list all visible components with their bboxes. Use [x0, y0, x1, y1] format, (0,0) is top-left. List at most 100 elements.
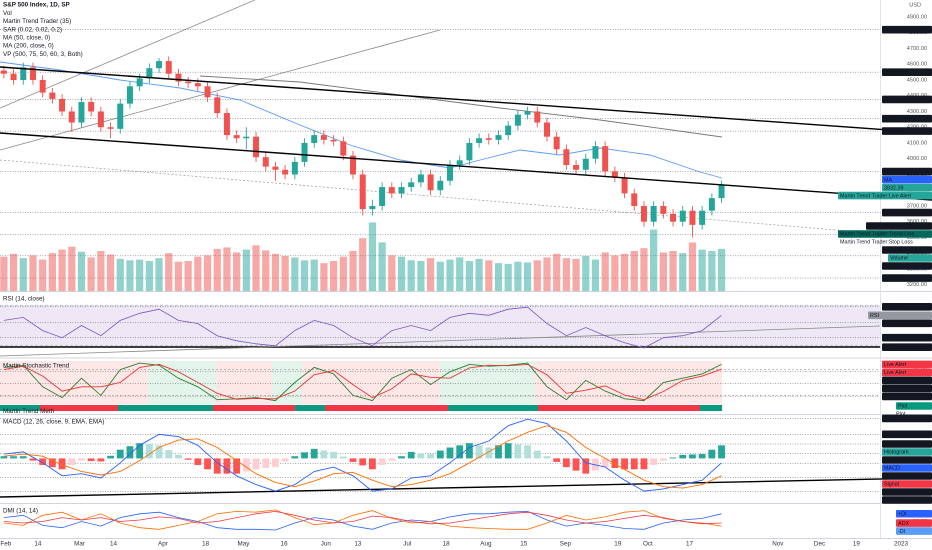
histogram-bar [262, 458, 270, 468]
axis-tag-box [882, 376, 932, 385]
histogram-bar [650, 458, 658, 465]
volume-bar [233, 252, 241, 291]
candle-body [534, 111, 541, 123]
drawing-line [0, 29, 441, 151]
volume-bar [533, 260, 541, 291]
volume-bar [184, 261, 192, 291]
volume-bar [582, 256, 590, 291]
volume-bar [271, 253, 280, 291]
candle-body [670, 213, 677, 222]
candle-body [602, 146, 609, 172]
candle-body [456, 160, 463, 166]
volume-bar [688, 242, 697, 291]
volume-bar [417, 261, 425, 291]
time-tick-label: Nov [772, 541, 784, 548]
volume-bar [514, 261, 522, 291]
price-tick-label: 4600.00 [907, 62, 927, 68]
candle-body [272, 166, 279, 170]
candle-body [650, 205, 657, 222]
axis-tag-label: 4376.59 [884, 97, 904, 103]
candle-body [117, 103, 124, 129]
axis-tag-label: 3516.91 [884, 248, 904, 254]
candle-body [350, 155, 357, 175]
volume-bar [669, 251, 677, 291]
axis-tag-box [896, 527, 932, 535]
histogram-bar [456, 445, 464, 459]
candle-body [340, 141, 347, 156]
volume-bar [291, 257, 299, 291]
axis-tag-label: 18.32 [884, 394, 898, 400]
histogram-bar [48, 458, 56, 468]
axis-tag-box [896, 519, 932, 527]
axis-tag-box [882, 430, 932, 439]
axis-tag-label: Martin Trend Trader:Trend Line [840, 232, 914, 238]
candle-body [214, 97, 221, 114]
candle-body [223, 113, 230, 136]
histogram-bar [223, 458, 231, 474]
histogram-bar [446, 447, 454, 459]
candle-body [379, 187, 386, 206]
histogram-bar [39, 458, 47, 465]
candle-body [640, 205, 647, 222]
marks-layer [0, 56, 932, 531]
histogram-bar [310, 448, 318, 459]
candle-body [156, 61, 163, 69]
histogram-bar [475, 445, 483, 459]
time-tick-label: Jun [321, 541, 332, 548]
axis-tag-label: Martin Trend Trader:Stop Loss [840, 240, 913, 246]
volume-bar [650, 229, 658, 291]
axis-tag-label: 10.73 [884, 458, 898, 464]
volume-bar [165, 253, 173, 291]
pane-title: Martin Stochastic Trend [3, 363, 70, 370]
histogram-bar [630, 458, 638, 470]
volume-bar [407, 260, 415, 291]
axis-tag-label: 4819.65 [884, 27, 904, 33]
legend-entry: Martin Trend Trader (35) [3, 18, 71, 25]
axis-tag-label: 3918.47 [884, 169, 904, 175]
axis-tag-label: 4254.45 [884, 116, 904, 122]
candle-body [398, 187, 405, 194]
drawing-line [0, 159, 932, 239]
axis-tag-box [868, 311, 932, 320]
histogram-bar [407, 451, 415, 459]
candle-body [708, 198, 715, 211]
volume-bar [203, 255, 212, 291]
axis-tag-box [882, 208, 932, 217]
time-tick-label: May [237, 541, 250, 548]
volume-bar [87, 257, 95, 291]
candle-body [301, 142, 308, 162]
price-tick-label: 4500.00 [907, 77, 927, 83]
axis-tag-box [882, 480, 932, 488]
volume-bar [679, 253, 687, 291]
legend-entry: SAR (0.02, 0.02, 0.2) [3, 26, 62, 33]
volume-bar [68, 246, 76, 291]
stochastic-background [272, 361, 302, 404]
time-tick-label: Mar [74, 541, 85, 548]
volume-bar [136, 259, 144, 291]
time-tick-label: 16 [281, 541, 289, 548]
legend-entry: VP (500, 75, 50, 60, 3, Both) [3, 51, 83, 58]
axis-tag-box [838, 191, 932, 200]
price-tick-label: 3700.00 [907, 203, 927, 209]
candle-body [476, 138, 483, 143]
axis-tag-label: 28.63 [884, 345, 898, 351]
volume-bar [174, 261, 183, 291]
histogram-bar [116, 449, 124, 459]
price-tick-label: 4000.00 [907, 156, 927, 162]
candle-body [621, 177, 628, 194]
time-tick-label: 14 [110, 541, 118, 548]
candle-body [185, 81, 192, 84]
axis-tag-label: -43.84 [884, 490, 899, 496]
candle-body [505, 125, 512, 136]
candle-body [524, 111, 531, 115]
volume-bar [388, 255, 396, 291]
axis-tag-box [882, 333, 932, 342]
indicator-line [3, 510, 722, 531]
histogram-bar [194, 458, 202, 465]
histogram-bar [601, 458, 609, 468]
candle-body [204, 86, 211, 98]
trend-strip [448, 405, 538, 411]
indicator-line [3, 362, 722, 402]
volume-bar [427, 258, 435, 291]
